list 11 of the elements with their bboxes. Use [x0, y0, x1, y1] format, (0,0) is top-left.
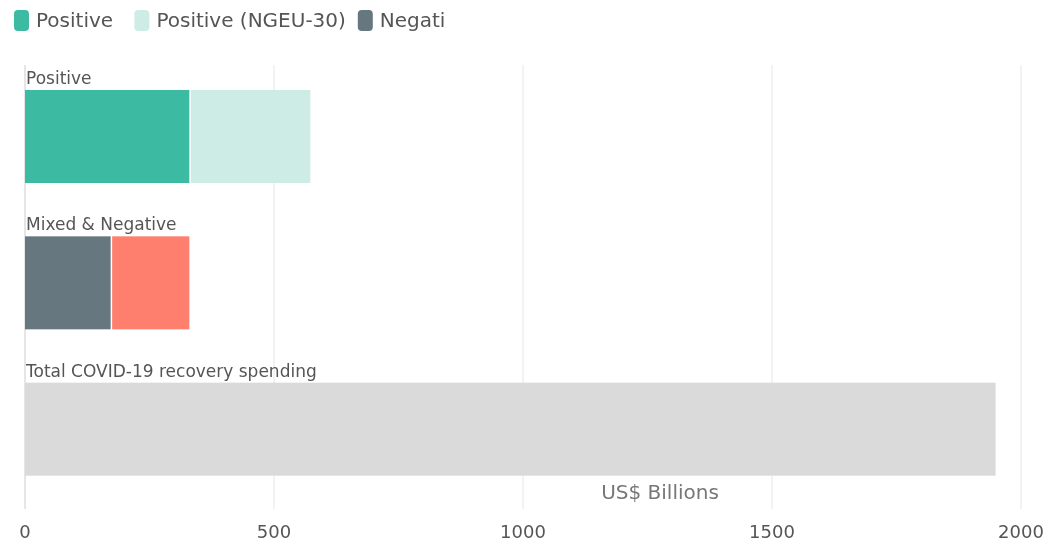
x-tick-label: 1000 [500, 521, 546, 542]
x-tick-label: 1500 [749, 521, 795, 542]
legend-label: Negati [379, 8, 446, 32]
legend-label: Positive (NGEU-30) [156, 8, 346, 32]
x-tick-label: 2000 [998, 521, 1044, 542]
y-tick-label: Total COVID-19 recovery spending [25, 360, 317, 381]
x-tick-label: 0 [19, 521, 31, 542]
y-tick-label: Mixed & Negative [26, 214, 177, 235]
x-axis-title: US$ Billions [601, 480, 719, 504]
x-tick-label: 500 [256, 521, 292, 542]
y-tick-label: Positive [26, 68, 92, 88]
